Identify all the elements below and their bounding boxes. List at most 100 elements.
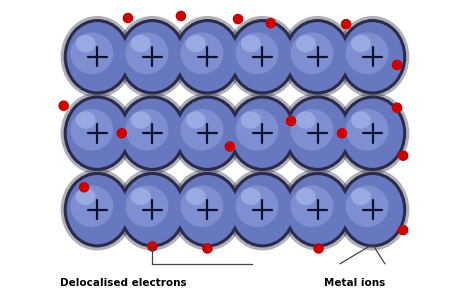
Ellipse shape bbox=[241, 111, 261, 129]
Ellipse shape bbox=[186, 188, 206, 205]
Ellipse shape bbox=[229, 172, 296, 248]
Ellipse shape bbox=[122, 98, 183, 168]
Ellipse shape bbox=[287, 98, 348, 168]
Circle shape bbox=[117, 129, 127, 138]
Ellipse shape bbox=[116, 169, 189, 250]
Ellipse shape bbox=[296, 188, 316, 205]
Ellipse shape bbox=[177, 175, 238, 244]
Ellipse shape bbox=[118, 19, 186, 94]
Text: Metal ions: Metal ions bbox=[324, 278, 385, 288]
Circle shape bbox=[314, 244, 323, 253]
Ellipse shape bbox=[226, 92, 299, 174]
Circle shape bbox=[80, 183, 89, 192]
Ellipse shape bbox=[284, 96, 351, 171]
Ellipse shape bbox=[281, 169, 354, 250]
Ellipse shape bbox=[118, 96, 186, 171]
Ellipse shape bbox=[131, 188, 151, 205]
Ellipse shape bbox=[71, 33, 113, 74]
Ellipse shape bbox=[232, 98, 293, 168]
Ellipse shape bbox=[241, 188, 261, 205]
Ellipse shape bbox=[229, 96, 296, 171]
Ellipse shape bbox=[61, 169, 134, 250]
Ellipse shape bbox=[126, 109, 168, 151]
Ellipse shape bbox=[346, 33, 389, 74]
Ellipse shape bbox=[284, 172, 351, 248]
Ellipse shape bbox=[339, 96, 406, 171]
Ellipse shape bbox=[126, 186, 168, 227]
Ellipse shape bbox=[64, 172, 131, 248]
Ellipse shape bbox=[287, 175, 348, 244]
Circle shape bbox=[266, 19, 275, 28]
Ellipse shape bbox=[171, 92, 244, 174]
Ellipse shape bbox=[281, 16, 354, 98]
Ellipse shape bbox=[181, 109, 223, 151]
Ellipse shape bbox=[76, 188, 96, 205]
Circle shape bbox=[286, 116, 296, 126]
Ellipse shape bbox=[122, 22, 183, 91]
Ellipse shape bbox=[232, 175, 293, 244]
Ellipse shape bbox=[131, 35, 151, 52]
Ellipse shape bbox=[186, 111, 206, 129]
Ellipse shape bbox=[236, 186, 278, 227]
Text: Delocalised electrons: Delocalised electrons bbox=[60, 278, 186, 288]
Ellipse shape bbox=[61, 92, 134, 174]
Ellipse shape bbox=[61, 16, 134, 98]
Ellipse shape bbox=[342, 175, 403, 244]
Circle shape bbox=[59, 101, 68, 110]
Ellipse shape bbox=[64, 96, 131, 171]
Ellipse shape bbox=[336, 169, 410, 250]
Ellipse shape bbox=[336, 16, 410, 98]
Circle shape bbox=[148, 242, 157, 251]
Ellipse shape bbox=[186, 35, 206, 52]
Ellipse shape bbox=[71, 109, 113, 151]
Ellipse shape bbox=[241, 35, 261, 52]
Ellipse shape bbox=[67, 175, 128, 244]
Circle shape bbox=[233, 14, 243, 24]
Circle shape bbox=[399, 225, 408, 235]
Ellipse shape bbox=[118, 172, 186, 248]
Ellipse shape bbox=[71, 186, 113, 227]
Ellipse shape bbox=[229, 19, 296, 94]
Circle shape bbox=[225, 142, 235, 151]
Circle shape bbox=[392, 103, 401, 112]
Ellipse shape bbox=[232, 22, 293, 91]
Ellipse shape bbox=[67, 98, 128, 168]
Ellipse shape bbox=[296, 111, 316, 129]
Ellipse shape bbox=[296, 35, 316, 52]
Ellipse shape bbox=[351, 188, 371, 205]
Ellipse shape bbox=[181, 186, 223, 227]
Ellipse shape bbox=[171, 169, 244, 250]
Ellipse shape bbox=[181, 33, 223, 74]
Ellipse shape bbox=[284, 19, 351, 94]
Ellipse shape bbox=[236, 109, 278, 151]
Ellipse shape bbox=[126, 33, 168, 74]
Ellipse shape bbox=[67, 22, 128, 91]
Ellipse shape bbox=[76, 111, 96, 129]
Ellipse shape bbox=[291, 33, 333, 74]
Circle shape bbox=[341, 20, 351, 29]
Ellipse shape bbox=[174, 172, 241, 248]
Circle shape bbox=[337, 129, 346, 138]
Ellipse shape bbox=[342, 22, 403, 91]
Ellipse shape bbox=[116, 92, 189, 174]
Ellipse shape bbox=[281, 92, 354, 174]
Ellipse shape bbox=[339, 172, 406, 248]
Circle shape bbox=[203, 244, 212, 253]
Ellipse shape bbox=[131, 111, 151, 129]
Ellipse shape bbox=[64, 19, 131, 94]
Ellipse shape bbox=[346, 186, 389, 227]
Ellipse shape bbox=[177, 98, 238, 168]
Ellipse shape bbox=[174, 19, 241, 94]
Ellipse shape bbox=[287, 22, 348, 91]
Circle shape bbox=[176, 11, 185, 21]
Ellipse shape bbox=[339, 19, 406, 94]
Ellipse shape bbox=[291, 186, 333, 227]
Ellipse shape bbox=[171, 16, 244, 98]
Ellipse shape bbox=[351, 111, 371, 129]
Ellipse shape bbox=[174, 96, 241, 171]
Ellipse shape bbox=[236, 33, 278, 74]
Ellipse shape bbox=[226, 16, 299, 98]
Ellipse shape bbox=[342, 98, 403, 168]
Ellipse shape bbox=[76, 35, 96, 52]
Circle shape bbox=[123, 14, 133, 23]
